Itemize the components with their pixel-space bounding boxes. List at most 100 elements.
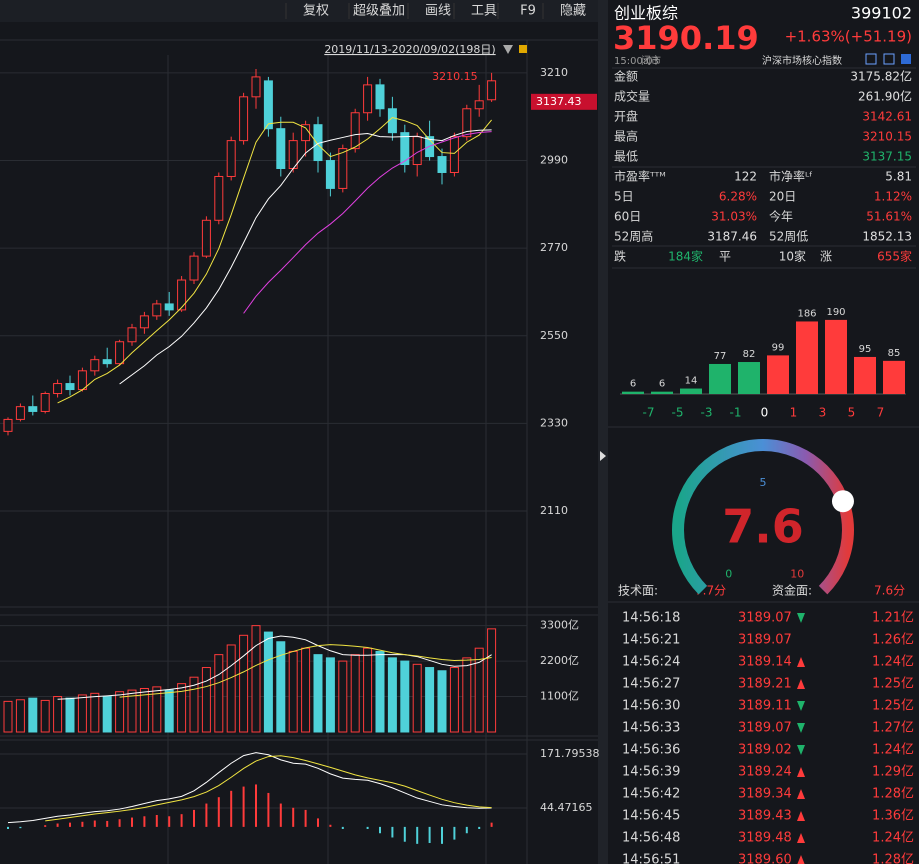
stat-value: 3187.46 [707,230,757,244]
tick-time: 14:56:48 [622,831,680,846]
index-price: 3190.19 [613,19,759,57]
tick-amount: 1.26亿 [872,633,914,648]
distribution-bar [622,391,644,394]
candle-body [276,128,286,170]
candle-body [152,303,162,317]
candle-body [40,393,50,412]
stat-label: 市盈率ᵀᵀᴹ [614,169,666,184]
toolbar-button[interactable]: 超级叠加 [353,4,405,19]
edit-icon[interactable] [865,53,877,65]
volume-bar [177,683,187,733]
candle-body [90,359,100,372]
distribution-bar [651,391,673,394]
candle-body [462,108,472,138]
tech-label: 技术面: [618,584,658,598]
volume-bar [127,689,137,733]
quote-label: 最高 [614,129,638,144]
index-code: 399102 [851,4,912,23]
breadth-up: 655家 [877,249,912,264]
tick-arrow-down [797,613,805,623]
volume-bar [375,650,385,733]
volume-bar [387,657,397,733]
panel-borders [0,39,919,864]
tick-amount: 1.28亿 [872,853,914,864]
volume-bar [338,660,348,733]
high-annotation: 3210.15 [432,70,478,83]
tick-time: 14:56:42 [622,787,680,802]
breadth-flat: 10家 [779,249,806,264]
breadth-down: 184家 [668,249,703,264]
distribution-label: 190 [826,307,845,318]
quote-value: 261.90亿 [858,89,912,104]
y-tick-label: 2200亿 [540,654,579,667]
quote-value: 3142.61 [862,110,912,124]
tick-amount: 1.27亿 [872,721,914,736]
tick-amount: 1.28亿 [872,787,914,802]
candle-body [77,370,87,391]
quote-label: 最低 [614,150,638,164]
volume-average [119,644,492,698]
tick-arrow-up [797,833,805,843]
quote-label: 金额 [614,69,638,84]
distribution-bar [883,360,905,394]
tick-time: 14:56:51 [622,853,680,864]
toolbar-button[interactable]: 复权 [303,3,329,19]
candle-body [139,315,149,329]
alert-icon[interactable] [883,53,895,65]
candle-body [3,418,13,432]
gauge-knob [831,490,854,513]
toolbar-button[interactable]: 隐藏 [560,4,586,19]
stat-label: 5日 [614,190,634,204]
y-tick-label: 44.47165 [540,801,593,814]
volume-bar [53,696,63,733]
tick-price: 3189.07 [738,721,792,736]
stat-label: 今年 [769,209,793,224]
distribution-bar [825,319,847,394]
volume-bar [239,634,249,733]
y-tick-label: 2990 [540,154,568,167]
volume-bar [3,700,13,733]
toolbar-button[interactable]: 工具 [471,4,497,19]
last-price-label: 3137.43 [536,95,582,108]
volume-bar [301,647,311,733]
tick-arrow-up [797,855,805,864]
stat-value: 5.81 [885,170,912,184]
distribution-bar [738,362,760,394]
expand-arrow[interactable] [600,451,606,461]
candle-body [226,140,236,177]
add-icon[interactable] [901,54,911,64]
toolbar-button[interactable]: F9 [520,4,536,19]
volume-bar [462,657,472,733]
candle-body [251,76,261,98]
volume-bar [425,667,435,733]
distribution-label: 99 [772,342,785,353]
y-tick-label: 1100亿 [540,690,579,703]
distribution-axis-label: -1 [730,406,742,420]
candle-body [449,136,459,173]
breadth-up-label: 涨 [820,249,832,264]
distribution-bar [709,363,731,394]
tick-arrow-up [797,789,805,799]
volume-bar [350,654,360,733]
volume-bar [313,654,323,733]
stat-value: 6.28% [719,190,757,204]
stat-label: 市净率ᴸᶠ [769,169,813,184]
volume-bar [363,647,373,733]
stat-value: 122 [734,170,757,184]
y-tick-label: 3300亿 [540,619,579,632]
range-dropdown[interactable] [503,45,513,54]
gauge-tick: 5 [760,476,767,489]
lock-icon[interactable] [519,45,527,53]
date-range[interactable]: 2019/11/13-2020/09/02(198日) [324,43,495,56]
distribution-axis-label: 0 [761,406,769,420]
splitter[interactable] [598,0,608,864]
toolbar-button[interactable]: 画线 [425,4,451,19]
tick-price: 3189.14 [738,655,792,670]
distribution-label: 85 [888,348,901,359]
candle-body [363,84,373,114]
market-status: 闭市 [641,54,661,67]
y-tick-label: 2330 [540,416,568,429]
volume-bar [226,644,236,733]
